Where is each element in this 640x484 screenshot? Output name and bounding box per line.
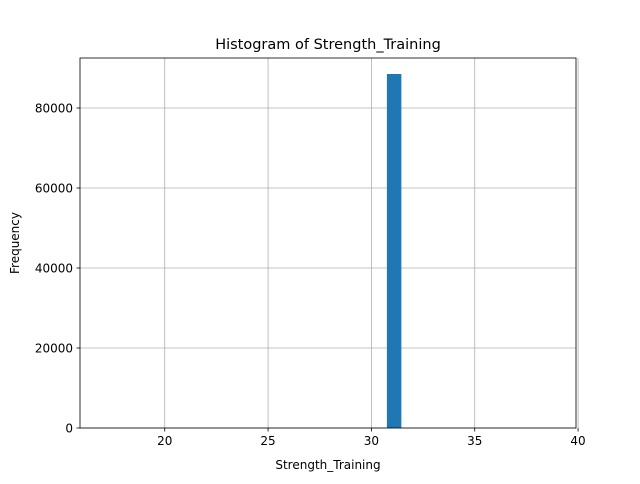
x-tick-label: 20 <box>157 434 172 448</box>
y-tick-label: 60000 <box>35 182 73 196</box>
y-axis-ticks: 0 20000 40000 60000 80000 <box>35 102 80 436</box>
x-tick-label: 30 <box>364 434 379 448</box>
y-tick-label: 40000 <box>35 262 73 276</box>
x-tick-label: 25 <box>260 434 275 448</box>
y-axis-label: Frequency <box>8 212 22 274</box>
x-tick-label: 40 <box>570 434 585 448</box>
plot-frame <box>79 57 577 429</box>
histogram-bars <box>386 74 402 428</box>
y-tick-label: 20000 <box>35 342 73 356</box>
histogram-bar <box>386 74 402 428</box>
x-tick-label: 35 <box>467 434 482 448</box>
x-axis-ticks: 20 25 30 35 40 <box>157 428 586 448</box>
chart-title: Histogram of Strength_Training <box>215 37 441 53</box>
y-tick-label: 0 <box>65 422 73 436</box>
x-axis-label: Strength_Training <box>275 458 380 472</box>
y-tick-label: 80000 <box>35 102 73 116</box>
